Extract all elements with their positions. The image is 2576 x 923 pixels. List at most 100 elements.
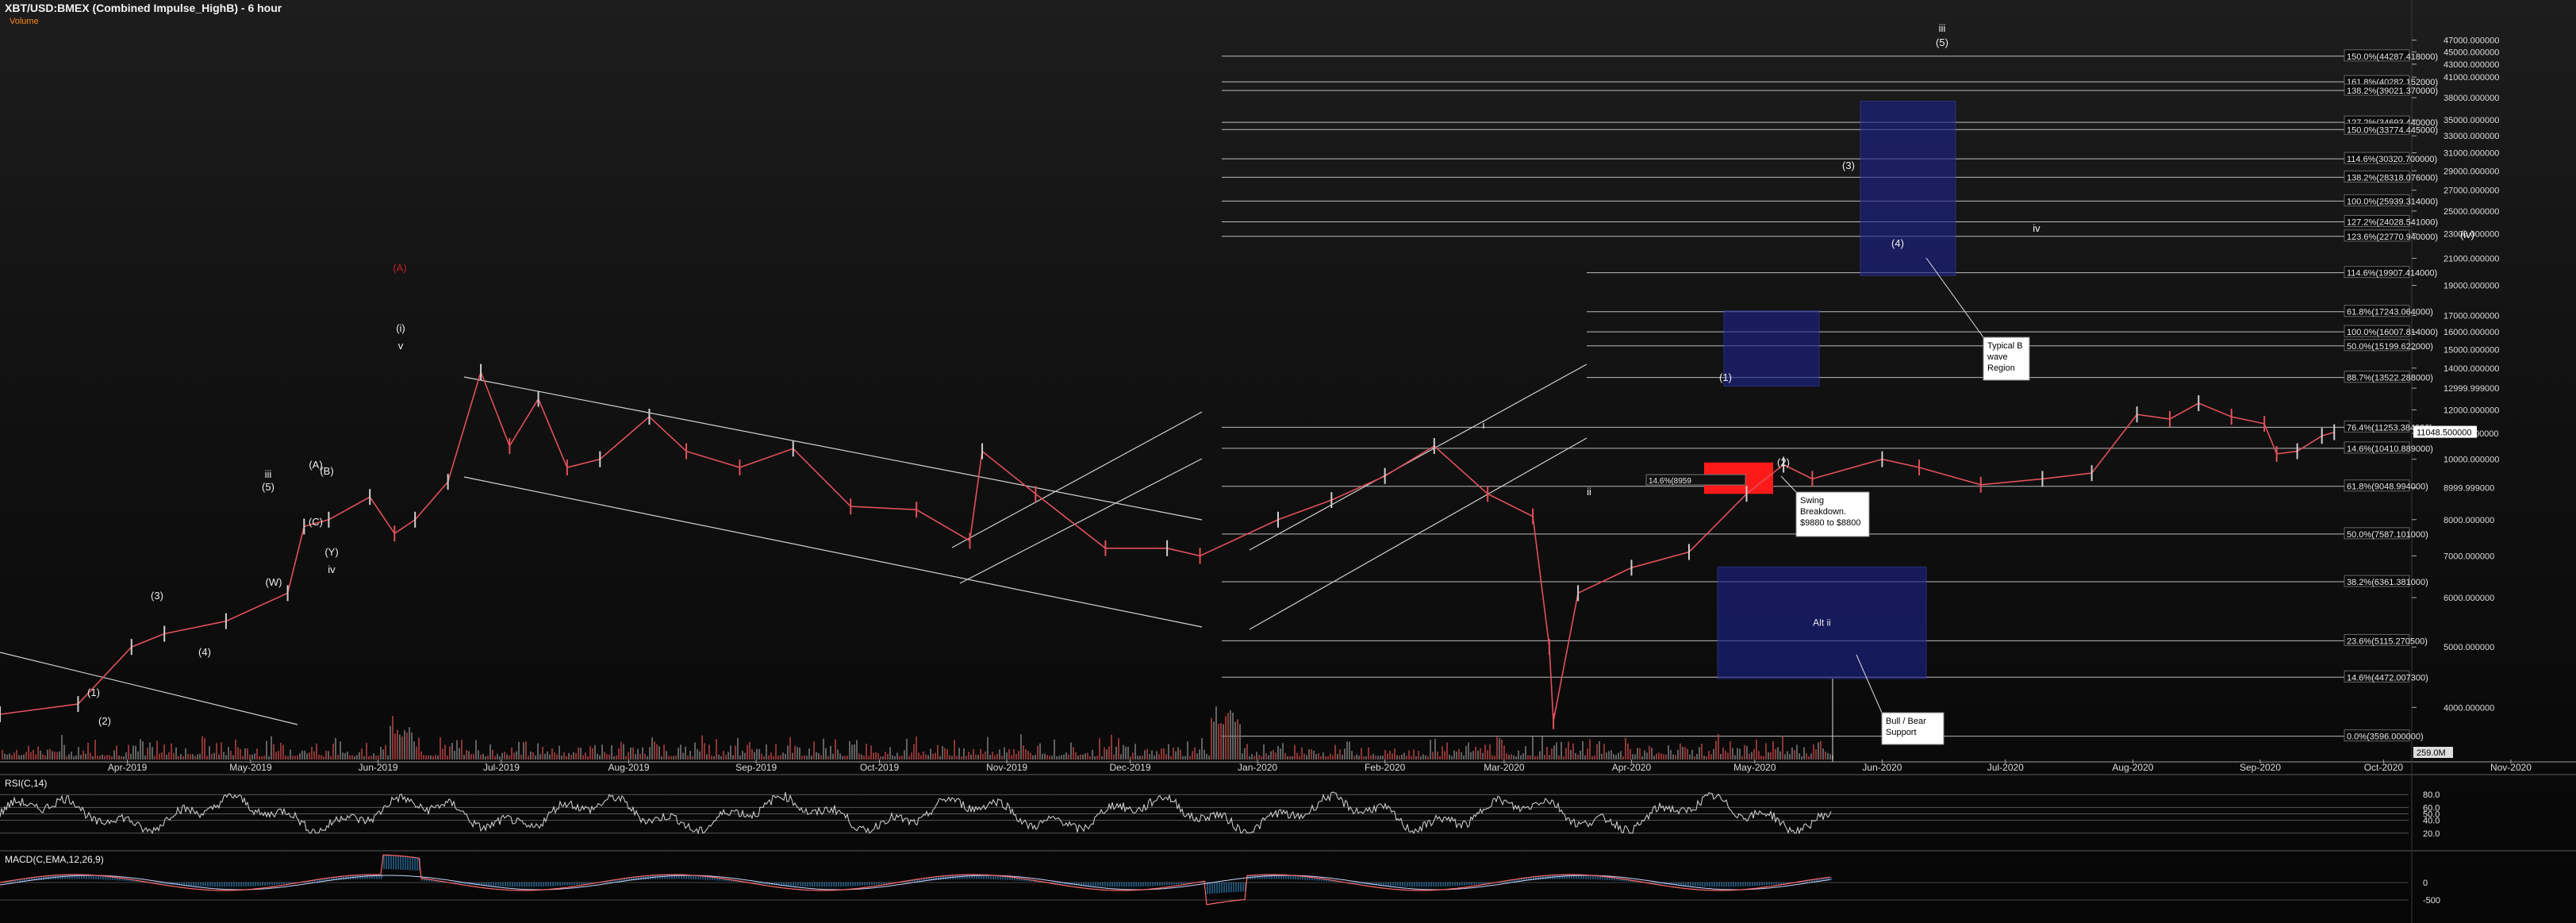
volume-bar [1606, 752, 1607, 760]
macd-histogram-bar [735, 880, 737, 883]
macd-histogram-bar [126, 879, 128, 882]
volume-bar [856, 740, 858, 760]
volume-bar [1339, 749, 1341, 760]
macd-histogram-bar [1378, 883, 1380, 886]
macd-histogram-bar [931, 877, 932, 881]
volume-bar [480, 754, 482, 760]
volume-bar [896, 752, 898, 760]
volume-bar [946, 749, 948, 760]
volume-bar [447, 756, 448, 760]
macd-histogram-bar [1364, 883, 1365, 885]
volume-bar [789, 736, 791, 760]
volume-bar [1389, 750, 1391, 760]
volume-legend-label: Volume [10, 17, 39, 26]
callout-box [1795, 491, 1870, 537]
volume-bar [1308, 749, 1310, 760]
volume-bar [61, 735, 63, 760]
volume-bar [956, 756, 958, 760]
volume-bar [1313, 750, 1315, 760]
volume-bar [578, 747, 579, 760]
macd-histogram-bar [1699, 883, 1701, 887]
macd-histogram-bar [516, 883, 518, 887]
volume-bar [961, 756, 962, 760]
volume-bar [518, 741, 520, 760]
macd-histogram-bar [509, 883, 511, 887]
volume-bar [1382, 756, 1384, 760]
volume-bar [356, 755, 358, 760]
volume-bar [1230, 710, 1231, 760]
volume-bar [1125, 746, 1127, 760]
macd-histogram-bar [838, 883, 839, 887]
volume-bar [1720, 753, 1722, 760]
callout-text: Swing [1800, 496, 1824, 506]
callout-box [1983, 337, 2030, 381]
macd-histogram-bar [271, 883, 273, 886]
macd-histogram-bar [381, 875, 382, 879]
macd-histogram-bar [181, 883, 182, 886]
macd-histogram-bar [1566, 875, 1568, 879]
macd-histogram-bar [328, 878, 330, 881]
macd-histogram-bar [933, 877, 935, 881]
volume-bar [1591, 756, 1593, 760]
volume-bar [1208, 756, 1210, 760]
volume-bar [1151, 750, 1153, 760]
macd-histogram-bar [1373, 883, 1375, 886]
macd-histogram-bar [1133, 883, 1134, 887]
macd-histogram-bar [1540, 875, 1541, 880]
macd-histogram-bar [100, 875, 102, 880]
macd-histogram-bar [1264, 875, 1265, 879]
volume-bar [742, 751, 743, 760]
macd-histogram-bar [1830, 877, 1832, 881]
volume-bar [1458, 748, 1460, 760]
volume-bar [1020, 734, 1022, 760]
wave-label: (iv) [2460, 229, 2474, 240]
macd-histogram-bar [1404, 883, 1406, 887]
volume-bar [1139, 756, 1141, 760]
wave-label: (3) [1842, 160, 1855, 171]
volume-bar [218, 754, 220, 760]
volume-bar [1082, 754, 1084, 760]
macd-histogram-bar [935, 876, 937, 880]
volume-bar [351, 755, 353, 760]
macd-histogram-bar [1685, 883, 1687, 886]
volume-bar [1106, 749, 1108, 760]
macd-histogram-bar [1145, 883, 1146, 886]
macd-histogram-bar [1142, 883, 1144, 887]
volume-bar [597, 753, 598, 760]
volume-bar [1306, 755, 1307, 760]
macd-histogram-bar [236, 883, 237, 887]
volume-bar [423, 755, 424, 760]
volume-bar [908, 756, 910, 760]
macd-histogram-bar [685, 875, 687, 879]
macd-histogram-bar [1585, 875, 1587, 879]
volume-bar [977, 755, 979, 760]
volume-bar [1370, 755, 1372, 760]
volume-bar [323, 756, 324, 760]
y-tick-label: 5000.000000 [2444, 643, 2494, 652]
macd-histogram-bar [202, 883, 204, 886]
volume-bar [263, 756, 265, 760]
volume-bar [1637, 748, 1638, 760]
y-tick-label: 41000.000000 [2444, 73, 2499, 83]
macd-histogram-bar [1395, 883, 1396, 886]
macd-histogram-bar [1706, 883, 1708, 887]
fib-level-label: 50.0%(15199.622000) [2347, 342, 2433, 352]
fib-level-label: 14.6%(10410.889000) [2347, 444, 2433, 454]
volume-bar [1299, 756, 1300, 760]
volume-bar [1522, 752, 1524, 760]
macd-histogram-bar [1288, 875, 1289, 879]
macd-histogram-bar [878, 883, 880, 885]
volume-bar [406, 733, 408, 760]
volume-bar [1089, 756, 1091, 760]
y-tick-label: 33000.000000 [2444, 132, 2499, 141]
volume-bar [744, 752, 746, 760]
volume-bar [1744, 744, 1745, 760]
volume-bar [1653, 756, 1655, 760]
macd-histogram-bar [852, 883, 854, 886]
volume-bar [613, 756, 615, 760]
macd-histogram-bar [840, 883, 842, 887]
macd-histogram-bar [1466, 883, 1468, 886]
volume-bar [844, 756, 846, 760]
volume-bar [963, 748, 965, 760]
